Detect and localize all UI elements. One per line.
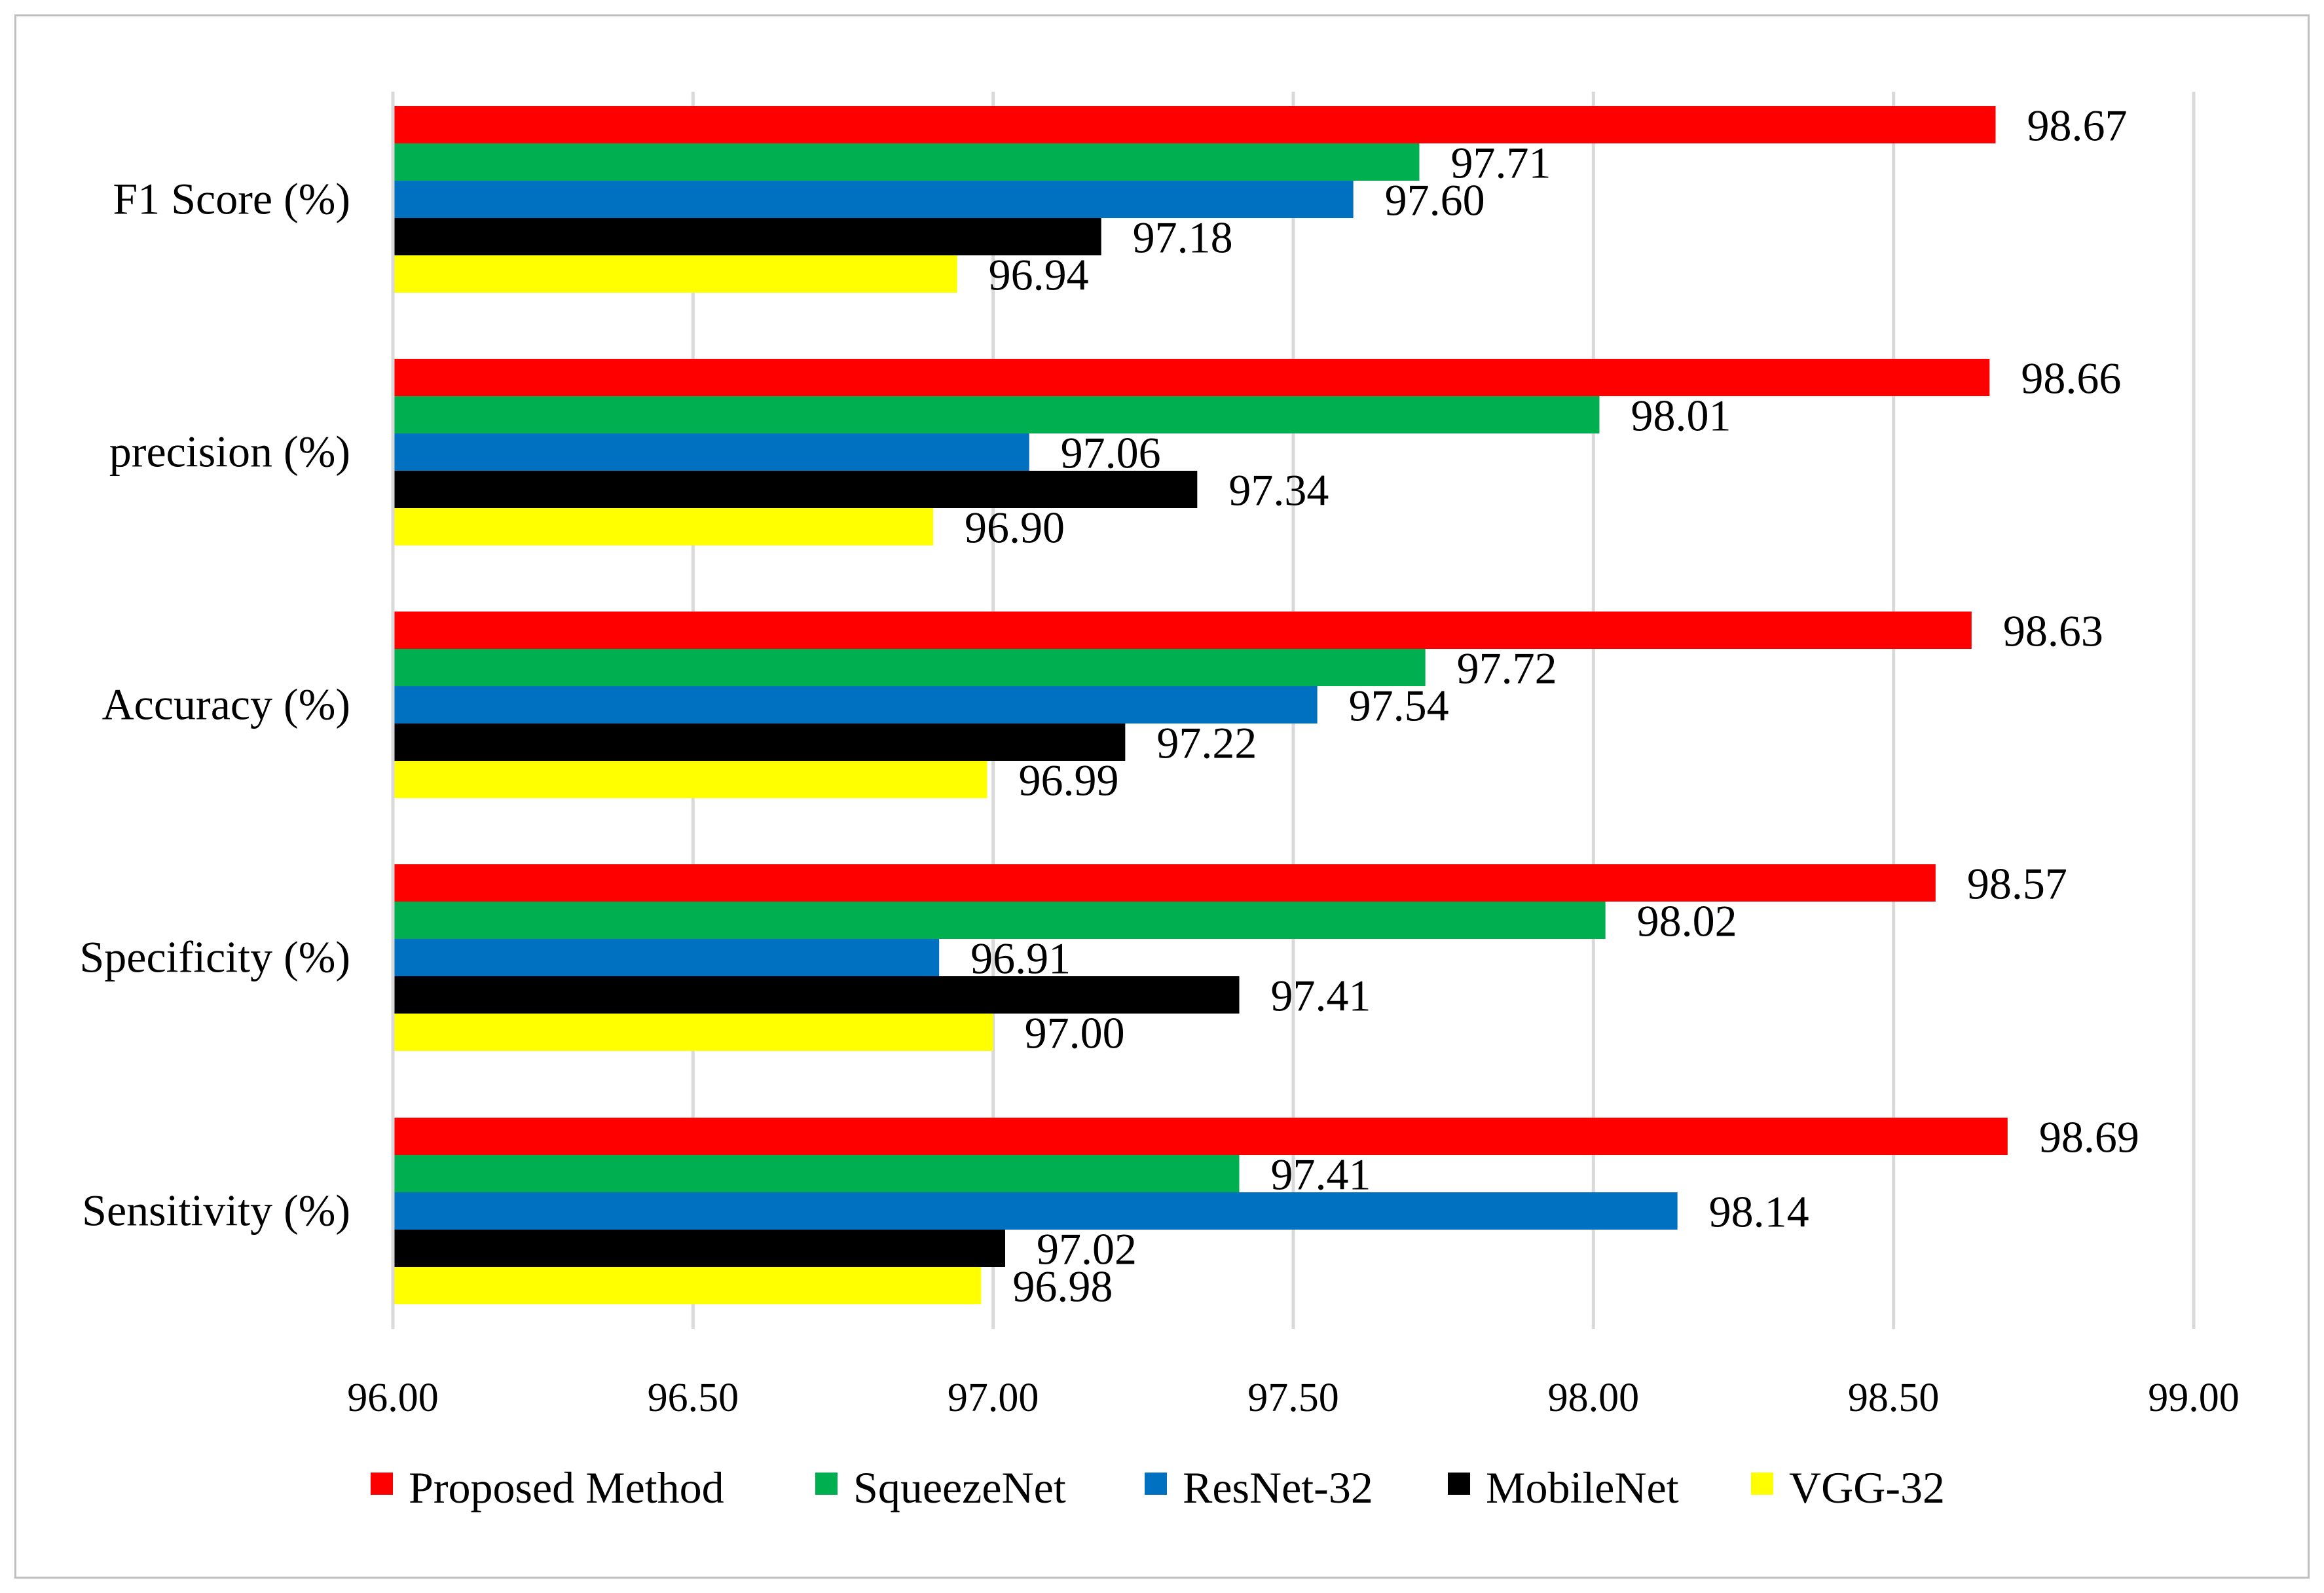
bar-mobilenet: [393, 723, 1126, 761]
bar-mobilenet: [393, 471, 1198, 508]
data-label: 98.14: [1709, 1187, 1809, 1237]
data-label: 98.67: [2027, 101, 2128, 151]
data-label: 97.72: [1457, 644, 1557, 693]
data-label: 98.01: [1631, 391, 1731, 441]
data-label: 97.02: [1037, 1224, 1137, 1274]
data-label: 96.94: [989, 250, 1089, 300]
bar-resnet-32: [393, 686, 1318, 723]
data-label: 98.66: [2021, 354, 2121, 403]
x-tick-label: 96.00: [347, 1376, 439, 1420]
legend-swatch: [371, 1473, 393, 1495]
category-label: Sensitivity (%): [82, 1186, 350, 1236]
data-label: 97.06: [1061, 428, 1161, 478]
data-label: 97.34: [1228, 466, 1329, 515]
bar-vgg-32: [393, 255, 957, 293]
bar-vgg-32: [393, 761, 987, 798]
bar-vgg-32: [393, 1014, 993, 1051]
data-label: 97.41: [1271, 1150, 1371, 1199]
data-label: 98.63: [2003, 606, 2103, 656]
x-tick-label: 98.00: [1548, 1376, 1640, 1420]
bar-vgg-32: [393, 1267, 982, 1304]
legend-label: Proposed Method: [409, 1463, 724, 1512]
legend-label: SqueezeNet: [853, 1463, 1066, 1512]
bar-proposed-method: [393, 106, 1996, 143]
bar-mobilenet: [393, 1230, 1005, 1267]
bar-squeezenet: [393, 1155, 1240, 1192]
data-label: 96.91: [970, 934, 1071, 983]
legend-label: MobileNet: [1486, 1463, 1679, 1512]
bar-mobilenet: [393, 218, 1101, 255]
category-label: F1 Score (%): [113, 174, 350, 224]
legend-label: ResNet-32: [1183, 1463, 1373, 1512]
bar-resnet-32: [393, 1192, 1678, 1230]
legend: Proposed Method SqueezeNet ResNet-32 Mobile…: [371, 1463, 1945, 1512]
bar-resnet-32: [393, 939, 940, 976]
data-label: 97.18: [1133, 213, 1233, 263]
bar-resnet-32: [393, 181, 1354, 218]
legend-label: VGG-32: [1789, 1463, 1945, 1512]
x-tick-label: 99.00: [2148, 1376, 2240, 1420]
legend-swatch: [815, 1473, 838, 1495]
bar-vgg-32: [393, 508, 933, 545]
axis: 96.00 96.50 97.00 97.50 98.00 98.50 99.00 F1 Sc…: [79, 92, 2240, 1420]
bar-proposed-method: [393, 1118, 2008, 1155]
data-label: 96.98: [1012, 1262, 1113, 1311]
category-label: precision (%): [109, 427, 350, 477]
bar-mobilenet: [393, 976, 1240, 1014]
category-label: Accuracy (%): [102, 680, 350, 729]
data-label: 97.54: [1349, 681, 1449, 731]
bar-squeezenet: [393, 396, 1600, 433]
data-label: 97.71: [1451, 138, 1551, 188]
bar-proposed-method: [393, 612, 1972, 649]
bars: [393, 106, 2008, 1304]
legend-swatch: [1448, 1473, 1470, 1495]
legend-swatch: [1751, 1473, 1773, 1495]
bar-squeezenet: [393, 902, 1606, 939]
data-label: 96.90: [965, 503, 1065, 553]
data-label: 97.41: [1271, 971, 1371, 1021]
x-tick-label: 97.00: [948, 1376, 1039, 1420]
bar-resnet-32: [393, 433, 1029, 471]
x-tick-label: 97.50: [1247, 1376, 1339, 1420]
category-label: Specificity (%): [79, 932, 350, 982]
data-label: 98.57: [1967, 859, 2067, 909]
data-label: 97.60: [1385, 175, 1485, 225]
legend-swatch: [1145, 1473, 1167, 1495]
x-tick-label: 98.50: [1848, 1376, 1940, 1420]
bar-proposed-method: [393, 359, 1990, 396]
bar-squeezenet: [393, 143, 1420, 181]
bar-squeezenet: [393, 649, 1426, 686]
data-label: 96.99: [1019, 756, 1119, 805]
x-tick-label: 96.50: [648, 1376, 739, 1420]
data-label: 97.22: [1156, 718, 1257, 768]
bar-proposed-method: [393, 864, 1936, 902]
data-label: 98.69: [2039, 1112, 2139, 1162]
data-label: 98.02: [1637, 896, 1737, 946]
data-label: 97.00: [1025, 1008, 1125, 1058]
